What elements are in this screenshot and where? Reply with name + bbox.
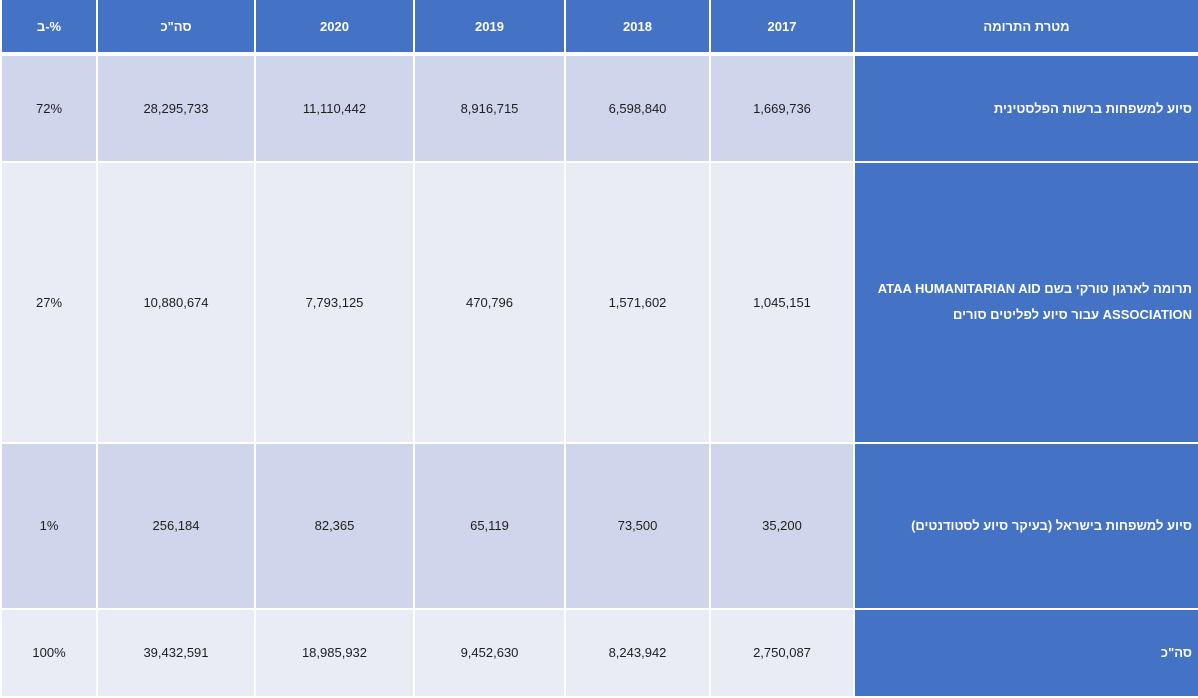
header-percent: ב-% — [2, 0, 98, 56]
cell-2019: 8,916,715 — [414, 54, 566, 164]
cell-total: 10,880,674 — [97, 162, 256, 444]
cell-percent: 1% — [2, 442, 98, 610]
header-2017: 2017 — [710, 0, 855, 56]
header-purpose: מטרת התרומה — [854, 0, 1198, 56]
total-row: 100% 39,432,591 18,985,932 9,452,630 8,2… — [2, 608, 1198, 698]
cell-purpose: סה"כ — [854, 608, 1198, 698]
cell-2019: 470,796 — [414, 162, 566, 444]
cell-purpose: סיוע למשפחות ברשות הפלסטינית — [854, 54, 1198, 164]
purpose-text: סיוע למשפחות ברשות הפלסטינית — [993, 100, 1192, 116]
header-row: ב-% סה"כ 2020 2019 2018 2017 מטרת התרומה — [2, 0, 1198, 56]
cell-2019: 9,452,630 — [414, 608, 566, 698]
cell-2018: 1,571,602 — [565, 162, 711, 444]
table-row: 1% 256,184 82,365 65,119 73,500 35,200 ס… — [2, 442, 1198, 610]
cell-percent: 27% — [2, 162, 98, 444]
table-row: 72% 28,295,733 11,110,442 8,916,715 6,59… — [2, 54, 1198, 164]
header-2020: 2020 — [255, 0, 415, 56]
cell-percent: 72% — [2, 54, 98, 164]
cell-2020: 18,985,932 — [255, 608, 415, 698]
cell-2019: 65,119 — [414, 442, 566, 610]
cell-percent: 100% — [2, 608, 98, 698]
cell-2017: 35,200 — [710, 442, 855, 610]
cell-2017: 1,669,736 — [710, 54, 855, 164]
purpose-text: סה"כ — [1160, 644, 1192, 660]
cell-2017: 2,750,087 — [710, 608, 855, 698]
cell-total: 39,432,591 — [97, 608, 256, 698]
header-total: סה"כ — [97, 0, 256, 56]
cell-2020: 82,365 — [255, 442, 415, 610]
header-2018: 2018 — [565, 0, 711, 56]
header-2019: 2019 — [414, 0, 566, 56]
cell-total: 256,184 — [97, 442, 256, 610]
cell-2018: 6,598,840 — [565, 54, 711, 164]
cell-2020: 7,793,125 — [255, 162, 415, 444]
cell-purpose: תרומה לארגון טורקי בשם ATAA HUMANITARIAN… — [854, 162, 1198, 444]
purpose-text: תרומה לארגון טורקי בשם ATAA HUMANITARIAN… — [877, 281, 1192, 323]
cell-2020: 11,110,442 — [255, 54, 415, 164]
cell-purpose: סיוע למשפחות בישראל (בעיקר סיוע לסטודנטי… — [854, 442, 1198, 610]
cell-2018: 73,500 — [565, 442, 711, 610]
cell-2017: 1,045,151 — [710, 162, 855, 444]
cell-2018: 8,243,942 — [565, 608, 711, 698]
purpose-text: סיוע למשפחות בישראל (בעיקר סיוע לסטודנטי… — [911, 517, 1192, 533]
table-row: 27% 10,880,674 7,793,125 470,796 1,571,6… — [2, 162, 1198, 444]
cell-total: 28,295,733 — [97, 54, 256, 164]
